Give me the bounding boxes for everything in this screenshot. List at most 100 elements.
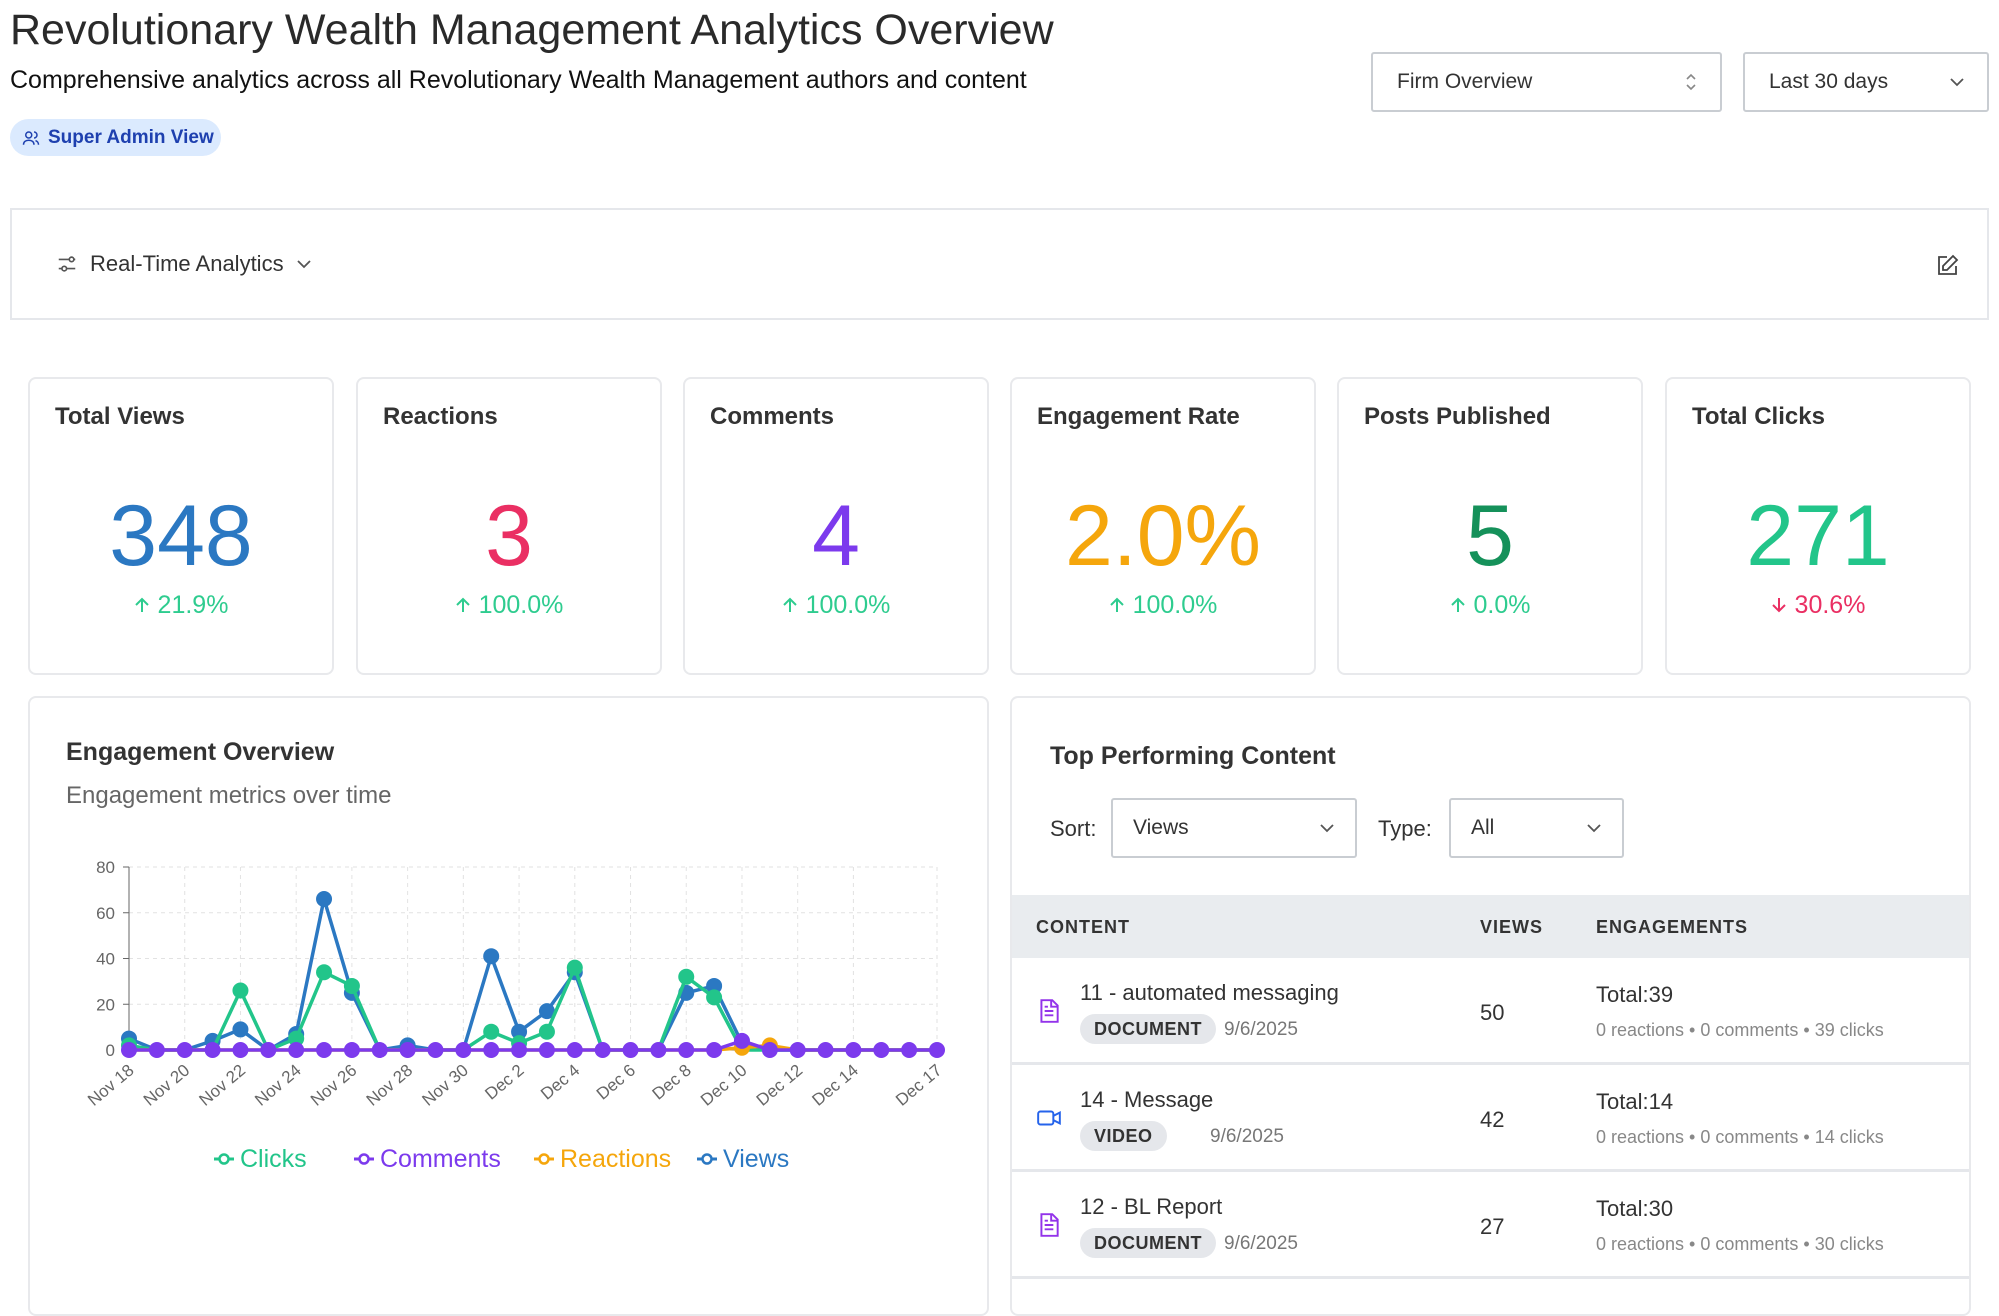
data-point-comments: [594, 1042, 611, 1058]
y-tick-label: 0: [106, 1041, 115, 1060]
type-select[interactable]: All: [1449, 798, 1624, 858]
table-row[interactable]: 12 - BL Report DOCUMENT 9/6/2025 27 Tota…: [1012, 1172, 1969, 1279]
data-point-comments: [343, 1042, 360, 1058]
x-tick-label: Dec 10: [697, 1061, 750, 1110]
arrow-up-icon: [455, 597, 470, 612]
content-views: 50: [1480, 1000, 1505, 1025]
scope-select[interactable]: Firm Overview: [1371, 52, 1722, 112]
engagement-title: Engagement Overview: [66, 738, 335, 766]
date-range-value: Last 30 days: [1769, 70, 1889, 93]
sliders-icon: [58, 256, 76, 272]
kpi-value: 5: [1466, 488, 1514, 584]
edit-icon[interactable]: [1935, 254, 1959, 278]
data-point-clicks: [288, 1030, 305, 1047]
date-range-select[interactable]: Last 30 days: [1743, 52, 1989, 112]
data-point-comments: [901, 1042, 918, 1058]
data-point-clicks: [566, 959, 583, 976]
chevron-down-icon: [1587, 824, 1601, 833]
table-header: CONTENT VIEWS ENGAGEMENTS: [1012, 895, 1969, 958]
data-point-comments: [622, 1042, 639, 1058]
kpi-change: 100.0%: [1132, 591, 1218, 619]
kpi-change: 0.0%: [1473, 591, 1531, 619]
kpi-title: Engagement Rate: [1037, 403, 1240, 430]
users-icon: [22, 130, 40, 145]
sort-label: Sort:: [1050, 816, 1097, 841]
legend-label: Reactions: [560, 1145, 671, 1173]
document-icon: [1040, 1213, 1059, 1237]
col-content[interactable]: CONTENT: [1036, 917, 1130, 937]
kpi-change: 100.0%: [805, 591, 891, 619]
x-tick-label: Dec 12: [753, 1061, 806, 1110]
x-tick-label: Nov 22: [196, 1061, 249, 1110]
real-time-analytics-panel: Real-Time Analytics: [10, 208, 1989, 320]
data-point-comments: [650, 1042, 667, 1058]
kpi-title: Total Views: [55, 403, 185, 430]
kpi-title: Comments: [710, 403, 835, 430]
real-time-analytics-toggle[interactable]: Real-Time Analytics: [90, 251, 284, 276]
content-title[interactable]: 14 - Message: [1080, 1087, 1214, 1112]
series-line-views: [128, 897, 937, 1052]
kpi-change: 21.9%: [157, 591, 229, 619]
data-point-views: [706, 977, 723, 994]
content-date: 9/6/2025: [1210, 1126, 1284, 1147]
data-point-clicks: [343, 977, 360, 994]
x-tick-label: Dec 17: [892, 1061, 945, 1110]
content-title[interactable]: 12 - BL Report: [1080, 1194, 1223, 1219]
content-title[interactable]: 11 - automated messaging: [1080, 980, 1339, 1005]
kpi-card: Reactions 3 100.0%: [356, 377, 662, 675]
chevron-down-icon: [1320, 824, 1334, 833]
data-point-comments: [427, 1042, 444, 1058]
data-point-comments: [706, 1042, 723, 1058]
kpi-title: Total Clicks: [1692, 403, 1825, 430]
data-point-comments: [121, 1042, 137, 1058]
data-point-comments: [316, 1042, 333, 1058]
content-views: 27: [1480, 1214, 1505, 1239]
engagement-total: Total:39: [1596, 982, 1674, 1007]
data-point-comments: [761, 1042, 778, 1058]
table-row[interactable]: 11 - automated messaging DOCUMENT 9/6/20…: [1012, 958, 1969, 1065]
col-engagements[interactable]: ENGAGEMENTS: [1596, 917, 1749, 937]
data-point-comments: [817, 1042, 834, 1058]
data-point-comments: [455, 1042, 472, 1058]
x-tick-label: Nov 30: [418, 1061, 471, 1110]
scope-select-value: Firm Overview: [1397, 70, 1533, 93]
page-title: Revolutionary Wealth Management Analytic…: [10, 6, 1054, 54]
top-content-title: Top Performing Content: [1050, 742, 1336, 770]
chevron-down-icon[interactable]: [296, 259, 312, 269]
video-icon: [1037, 1110, 1061, 1126]
arrow-up-icon: [134, 597, 149, 612]
arrow-up-icon: [1109, 597, 1124, 612]
y-tick-label: 60: [96, 904, 115, 923]
data-point-views: [538, 1003, 555, 1020]
engagement-detail: 0 reactions • 0 comments • 39 clicks: [1596, 1020, 1884, 1040]
data-point-comments: [371, 1042, 388, 1058]
data-point-comments: [232, 1042, 249, 1058]
sort-select[interactable]: Views: [1111, 798, 1357, 858]
kpi-value: 271: [1746, 488, 1890, 584]
data-point-views: [316, 891, 333, 908]
sort-value: Views: [1133, 816, 1189, 839]
kpi-title: Posts Published: [1364, 403, 1551, 430]
table-row[interactable]: 14 - Message VIDEO 9/6/2025 42 Total:14 …: [1012, 1065, 1969, 1172]
x-tick-label: Dec 4: [537, 1061, 583, 1104]
content-date: 9/6/2025: [1224, 1019, 1298, 1040]
legend-marker: [358, 1153, 370, 1165]
arrow-down-icon: [1771, 598, 1786, 613]
col-views[interactable]: VIEWS: [1480, 917, 1544, 937]
kpi-card: Total Views 348 21.9%: [28, 377, 334, 675]
badge-label: Super Admin View: [48, 126, 214, 148]
x-tick-label: Dec 6: [593, 1061, 639, 1104]
data-point-comments: [399, 1042, 416, 1058]
series-line-comments: [129, 1039, 937, 1052]
data-point-comments: [789, 1042, 806, 1058]
top-performing-content-card: Top Performing Content Sort: Views Type:…: [1010, 696, 1971, 1316]
data-point-comments: [204, 1042, 221, 1058]
data-point-comments: [538, 1042, 555, 1058]
type-value: All: [1471, 816, 1495, 839]
x-tick-label: Dec 8: [649, 1061, 695, 1104]
content-views: 42: [1480, 1107, 1505, 1132]
data-point-views: [232, 1021, 249, 1038]
kpi-card: Comments 4 100.0%: [683, 377, 989, 675]
data-point-clicks: [316, 964, 333, 981]
engagement-detail: 0 reactions • 0 comments • 30 clicks: [1596, 1234, 1884, 1254]
